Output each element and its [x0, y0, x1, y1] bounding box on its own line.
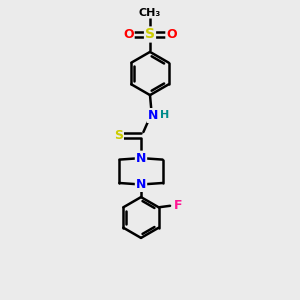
Text: S: S: [114, 129, 123, 142]
Text: H: H: [160, 110, 169, 121]
Text: S: S: [145, 28, 155, 41]
Text: N: N: [136, 152, 146, 165]
Text: F: F: [174, 199, 182, 212]
Text: O: O: [123, 28, 134, 41]
Text: CH₃: CH₃: [139, 8, 161, 18]
Text: N: N: [136, 178, 146, 191]
Text: O: O: [166, 28, 177, 41]
Text: N: N: [148, 109, 158, 122]
